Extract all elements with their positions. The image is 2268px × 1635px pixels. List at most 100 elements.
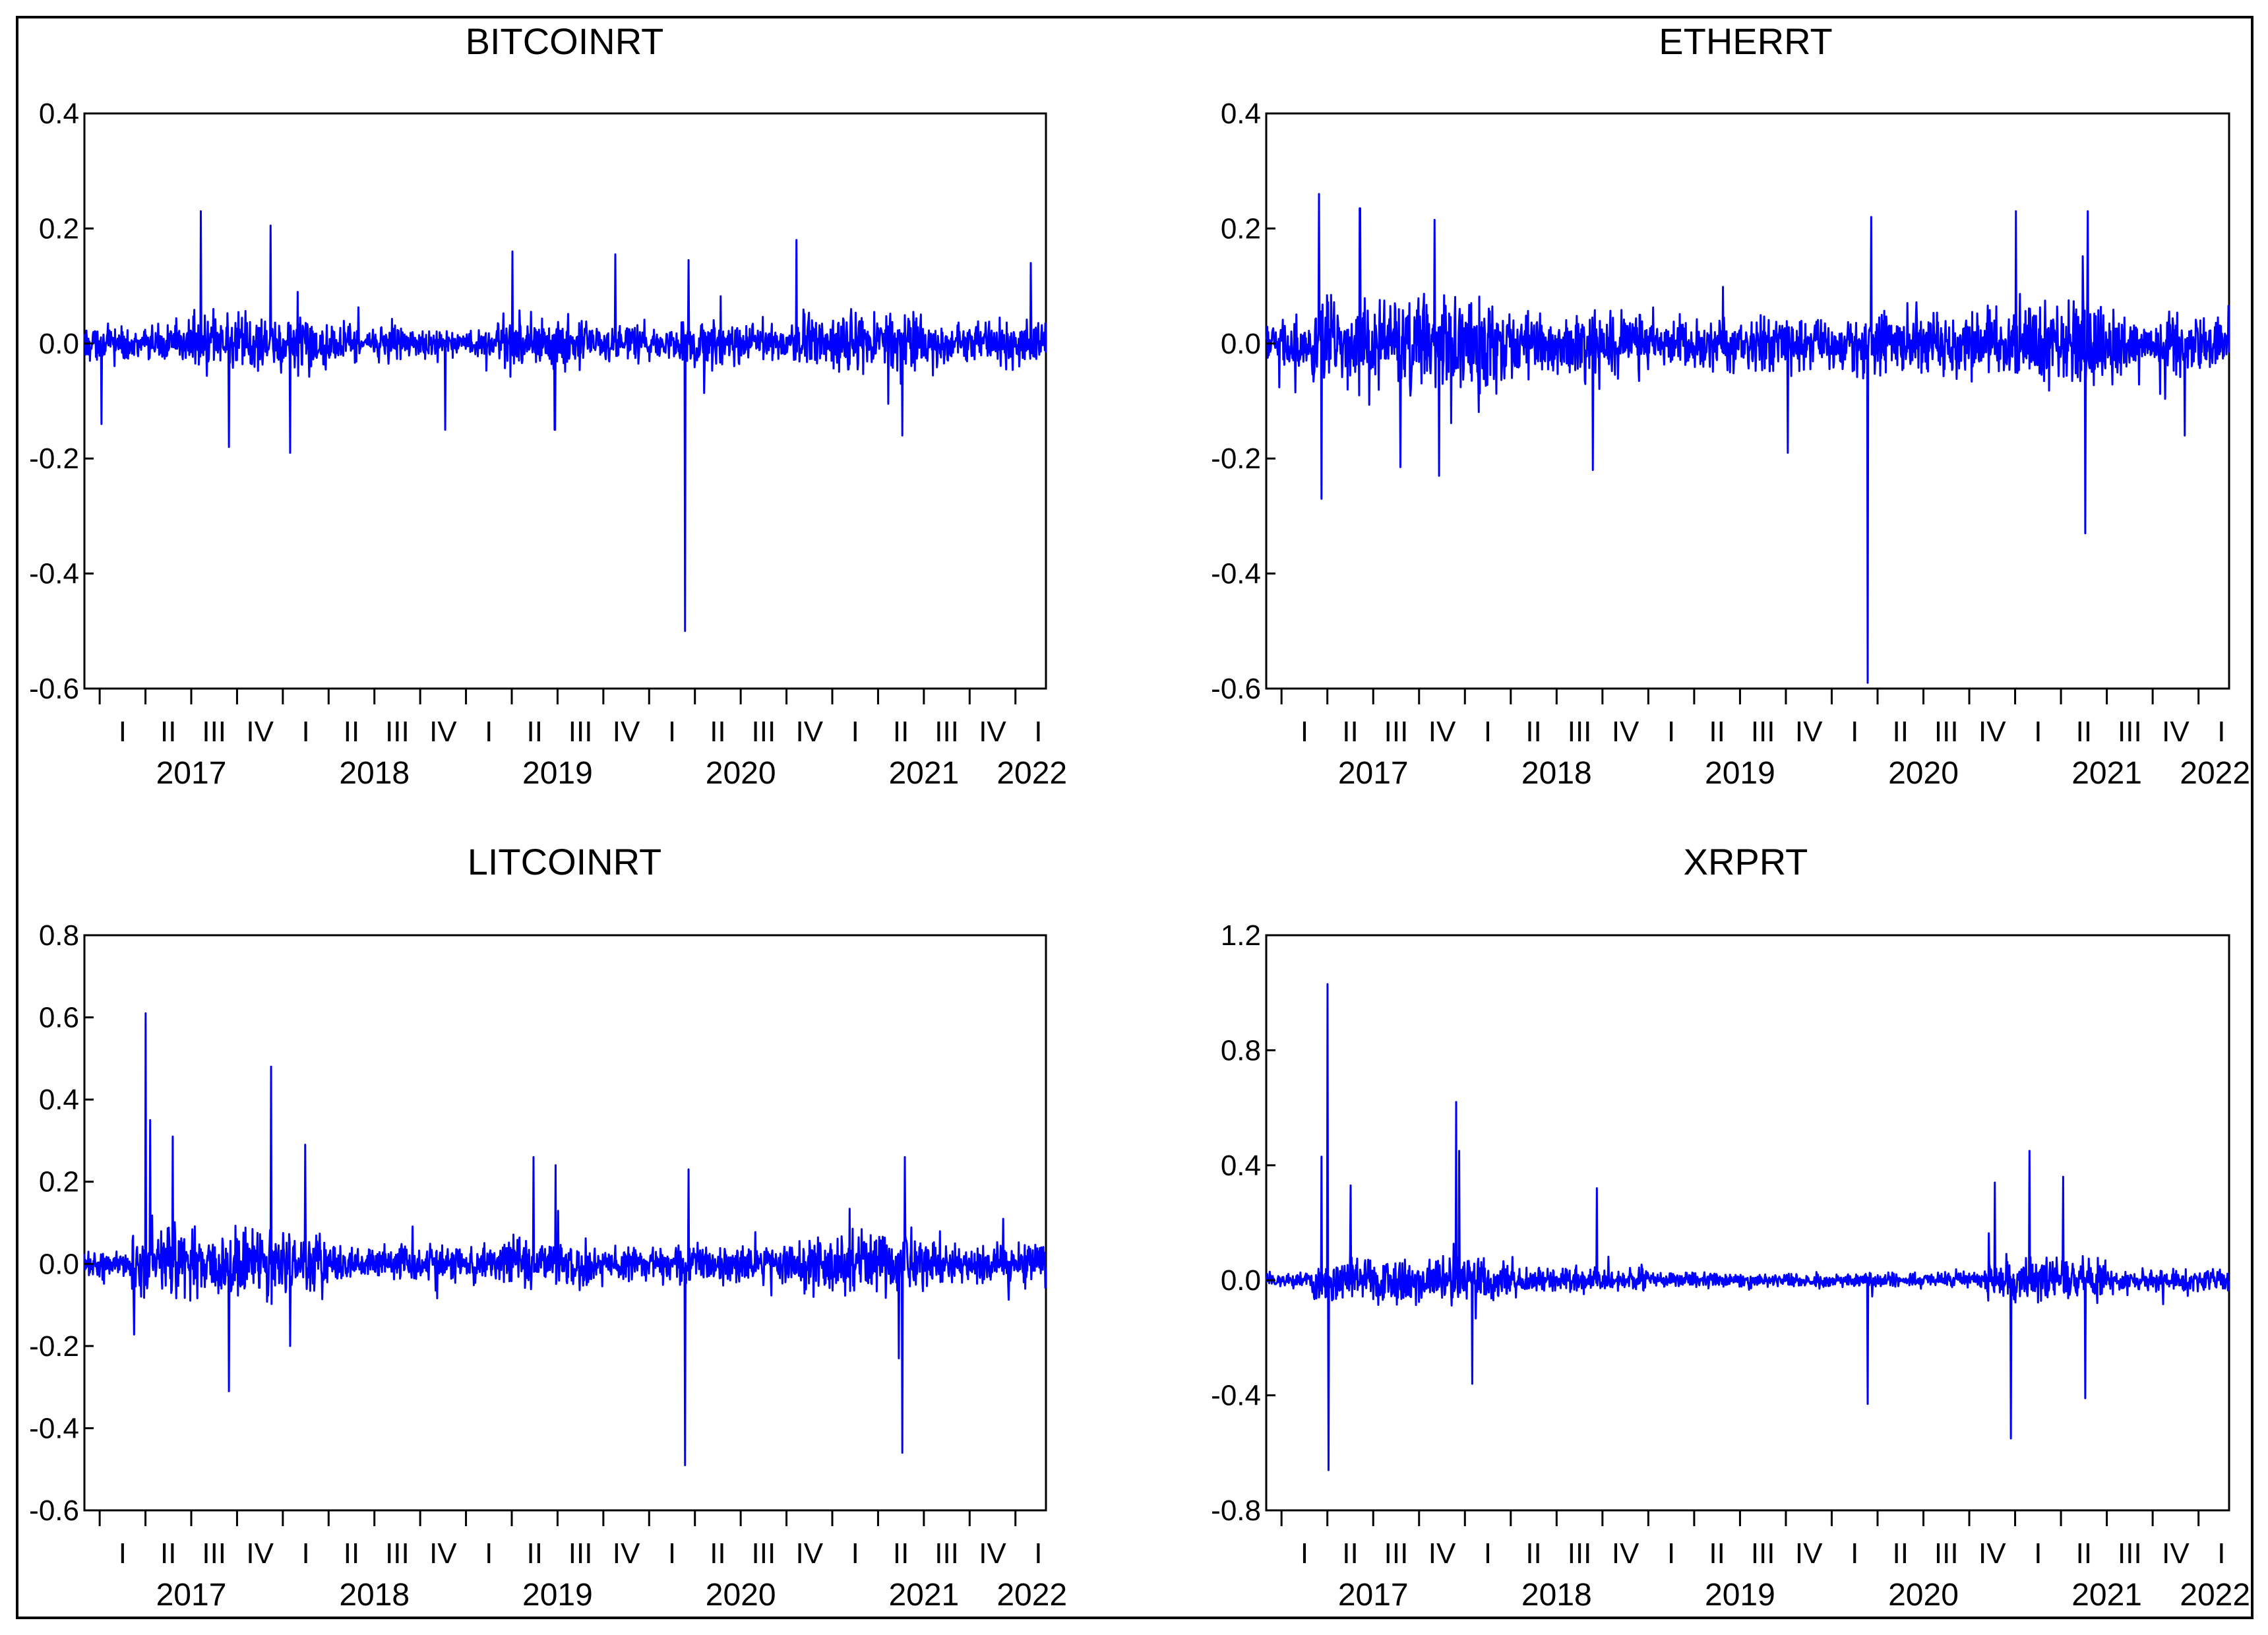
plot-frame xyxy=(1265,934,2230,1512)
x-year-label: 2021 xyxy=(2071,1578,2142,1613)
x-quarter-label: II xyxy=(893,1537,909,1570)
x-quarter-label: II xyxy=(710,716,725,748)
x-quarter-label: I xyxy=(668,1537,676,1570)
y-tick-label: 0.4 xyxy=(1221,98,1261,130)
x-quarter-label: III xyxy=(1568,716,1592,748)
x-quarter-label: I xyxy=(1851,1537,1858,1570)
x-year-label: 2018 xyxy=(1521,1578,1592,1613)
x-year-label: 2020 xyxy=(706,1578,776,1613)
series-line-layer xyxy=(1265,193,2230,684)
x-quarter-label: IV xyxy=(246,1537,274,1570)
plot-frame xyxy=(83,934,1047,1512)
x-quarter-label: III xyxy=(935,1537,959,1570)
x-quarter-label: I xyxy=(301,716,309,748)
x-quarter-label: I xyxy=(1034,716,1042,748)
x-quarter-label: IV xyxy=(795,716,823,748)
x-year-label: 2020 xyxy=(1888,1578,1959,1613)
y-tick-label: -0.4 xyxy=(29,1412,79,1444)
x-year-label: 2019 xyxy=(1705,756,1775,791)
x-quarter-label: III xyxy=(1934,1537,1959,1570)
x-quarter-label: IV xyxy=(979,1537,1006,1570)
y-tick-label: -0.6 xyxy=(1211,673,1261,705)
x-quarter-label: IV xyxy=(2162,716,2190,748)
x-year-label: 2021 xyxy=(2071,756,2142,791)
x-quarter-label: II xyxy=(710,1537,725,1570)
x-year-label: 2018 xyxy=(1521,756,1592,791)
x-year-label: 2020 xyxy=(1888,756,1959,791)
x-quarter-label: II xyxy=(344,1537,359,1570)
x-quarter-label: IV xyxy=(429,716,457,748)
x-quarter-label: II xyxy=(1893,716,1909,748)
x-quarter-label: I xyxy=(485,716,493,748)
x-year-label: 2017 xyxy=(1338,1578,1409,1613)
x-year-label: 2019 xyxy=(1705,1578,1775,1613)
x-year-label: 2021 xyxy=(888,1578,959,1613)
plot-frame xyxy=(83,112,1047,690)
x-quarter-label: III xyxy=(1568,1537,1592,1570)
series-line xyxy=(1265,983,2230,1471)
x-quarter-label: III xyxy=(752,716,776,748)
x-quarter-label: I xyxy=(1484,1537,1492,1570)
x-quarter-label: III xyxy=(1751,716,1775,748)
x-quarter-label: II xyxy=(893,716,909,748)
panel-title: LITCOINRT xyxy=(468,841,662,882)
x-quarter-label: IV xyxy=(1612,716,1640,748)
x-year-label: 2022 xyxy=(996,1578,1067,1613)
figure-border xyxy=(16,16,2253,1619)
y-tick-label: 0.6 xyxy=(39,1002,79,1034)
panel-xrprt: XRPRT 1.20.80.40.0-0.4-0.8 I II III IV I II II… xyxy=(1211,841,2250,1613)
y-tick-label: 0.0 xyxy=(1221,1264,1261,1297)
x-quarter-label: I xyxy=(1034,1537,1042,1570)
x-quarter-label: I xyxy=(2034,716,2042,748)
x-quarter-label: III xyxy=(2118,716,2142,748)
x-quarter-label: II xyxy=(1342,716,1358,748)
y-tick-label: 0.8 xyxy=(39,919,79,952)
panel-title: BITCOINRT xyxy=(466,20,664,62)
x-quarter-label: I xyxy=(485,1537,493,1570)
x-quarter-label: III xyxy=(1751,1537,1775,1570)
series-line xyxy=(83,1012,1047,1466)
y-tick-label: 1.2 xyxy=(1221,919,1261,952)
y-axis: 0.4 0.2 0.0 -0.2 -0.4 -0.6 xyxy=(29,98,94,705)
x-quarter-label: IV xyxy=(246,716,274,748)
x-quarter-label: II xyxy=(1525,716,1541,748)
y-tick-label: -0.2 xyxy=(29,443,79,475)
x-year-label: 2021 xyxy=(888,756,959,791)
x-quarter-label: I xyxy=(1667,1537,1675,1570)
x-quarter-label: III xyxy=(752,1537,776,1570)
y-tick-label: 0.2 xyxy=(39,212,79,245)
x-quarter-label: I xyxy=(1851,716,1858,748)
x-axis: I II III IV I II III IV I II III IV I II III IV I II III IV… xyxy=(1280,1510,2250,1613)
y-tick-label: -0.4 xyxy=(29,558,79,590)
panel-etherrt: ETHERRT 0.40.20.0-0.2-0.4-0.6 I II III IV I I… xyxy=(1211,20,2250,791)
x-quarter-label: III xyxy=(1384,716,1409,748)
x-axis: I II III IV I II III IV I II III IV I II III IV I II III IV… xyxy=(98,689,1067,791)
x-year-label: 2017 xyxy=(156,756,227,791)
y-tick-label: -0.4 xyxy=(1211,558,1261,590)
series-line-layer xyxy=(1265,983,2230,1471)
x-year-label: 2022 xyxy=(2180,756,2250,791)
x-quarter-label: IV xyxy=(1978,1537,2006,1570)
x-year-label: 2019 xyxy=(522,756,593,791)
y-tick-label: 0.0 xyxy=(39,1248,79,1280)
y-axis: 1.2 0.8 0.4 0.0 -0.4 -0.8 xyxy=(1211,919,1275,1527)
x-quarter-label: II xyxy=(1342,1537,1358,1570)
x-quarter-label: II xyxy=(2076,716,2092,748)
x-quarter-label: II xyxy=(160,1537,176,1570)
plot-frame xyxy=(1265,112,2230,690)
panel-title: XRPRT xyxy=(1684,841,1808,882)
x-quarter-label: III xyxy=(1934,716,1959,748)
y-tick-label: -0.8 xyxy=(1211,1495,1261,1527)
y-axis: 0.4 0.2 0.0 -0.2 -0.4 -0.6 xyxy=(1211,98,1275,705)
x-year-label: 2017 xyxy=(156,1578,227,1613)
y-tick-label: 0.0 xyxy=(39,328,79,360)
x-quarter-label: I xyxy=(119,716,127,748)
y-tick-label: -0.2 xyxy=(29,1330,79,1363)
y-tick-label: 0.2 xyxy=(39,1166,79,1198)
x-year-label: 2019 xyxy=(522,1578,593,1613)
x-quarter-label: IV xyxy=(2162,1537,2190,1570)
x-quarter-label: I xyxy=(301,1537,309,1570)
x-year-label: 2020 xyxy=(706,756,776,791)
x-quarter-label: III xyxy=(2118,1537,2142,1570)
